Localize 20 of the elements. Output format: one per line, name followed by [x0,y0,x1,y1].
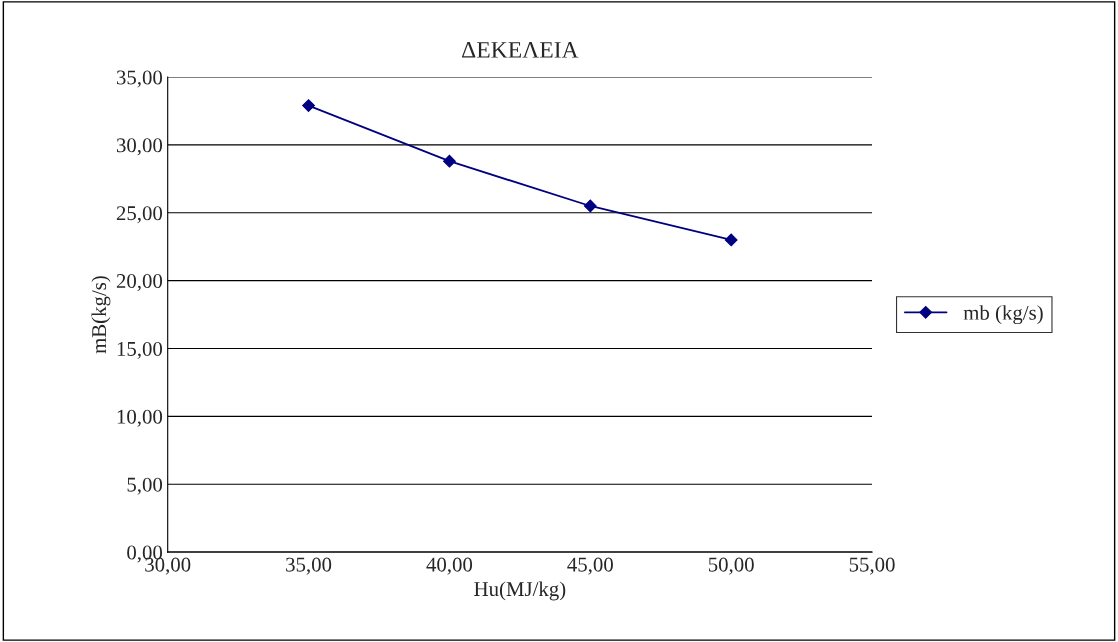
y-tick-label: 20,00 [116,274,163,292]
chart-title: ΔΕΚΕΛΕΙΑ [462,42,579,58]
x-tick-label: 50,00 [708,557,754,575]
x-tick-label: 35,00 [286,557,332,575]
x-axis-title: Hu(MJ/kg) [474,581,566,601]
y-tick-label: 30,00 [116,138,163,156]
point [443,154,456,168]
x-tick-label: 45,00 [567,557,613,575]
y-tick-label: 10,00 [117,409,163,427]
y-tick-label: 15,00 [117,341,163,359]
y-tick-label: 25,00 [116,206,163,224]
y-tick-label: 35,00 [116,70,163,88]
point [724,233,738,247]
point [583,199,597,213]
point [302,99,315,112]
x-tick-label: 40,00 [426,557,473,575]
y-tick-label: 5,00 [127,477,163,495]
legend-label: mb (kg/s) [963,305,1043,325]
y-axis-title: mB(kg/s) [91,276,111,354]
x-tick-label: 55,00 [849,557,895,575]
